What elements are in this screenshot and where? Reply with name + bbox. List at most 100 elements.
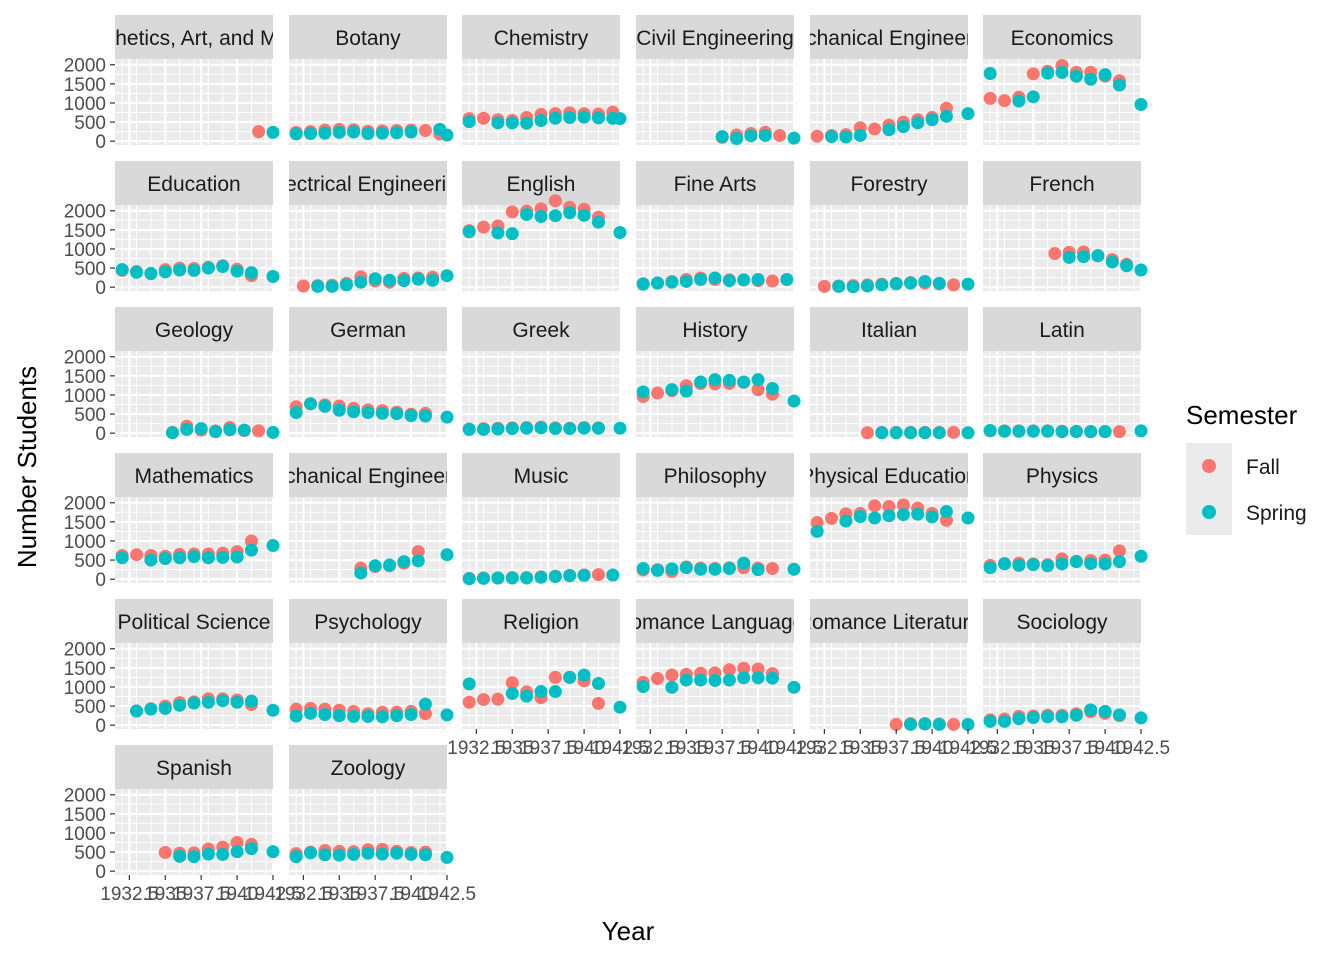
point-spring	[318, 848, 332, 862]
point-spring	[418, 697, 432, 711]
point-spring	[462, 115, 476, 129]
facet-strip	[636, 307, 794, 351]
point-spring	[694, 673, 708, 687]
point-fall	[825, 511, 839, 525]
point-spring	[462, 225, 476, 239]
point-spring	[591, 677, 605, 691]
x-tick-label: 1932.5	[621, 738, 679, 759]
point-spring	[1120, 259, 1134, 273]
point-spring	[961, 107, 975, 121]
point-spring	[744, 129, 758, 143]
y-tick-label: 2000	[64, 348, 106, 369]
point-fall	[548, 194, 562, 208]
y-tick-label: 1000	[64, 532, 106, 553]
point-spring	[1012, 424, 1026, 438]
facet-strip	[462, 15, 620, 59]
point-spring	[708, 562, 722, 576]
point-spring	[520, 421, 534, 435]
point-spring	[237, 423, 251, 437]
point-spring	[318, 126, 332, 140]
facet-panel: Forestry	[810, 161, 975, 294]
point-spring	[751, 373, 765, 387]
point-spring	[904, 426, 918, 440]
point-spring	[708, 673, 722, 687]
point-spring	[983, 714, 997, 728]
point-spring	[636, 680, 650, 694]
point-spring	[244, 543, 258, 557]
point-spring	[144, 266, 158, 280]
point-spring	[679, 384, 693, 398]
facet-panel: Chemistry	[462, 15, 627, 145]
point-spring	[397, 274, 411, 288]
point-spring	[144, 553, 158, 567]
facet-strip	[983, 307, 1141, 351]
facet-strip	[289, 15, 447, 59]
point-fall	[411, 545, 425, 559]
point-spring	[694, 562, 708, 576]
point-spring	[230, 264, 244, 278]
point-spring	[708, 373, 722, 387]
facet-panel: Zoology	[289, 745, 454, 875]
point-spring	[347, 405, 361, 419]
point-spring	[1084, 72, 1098, 86]
point-spring	[244, 266, 258, 280]
point-fall	[765, 274, 779, 288]
point-spring	[1055, 557, 1069, 571]
point-spring	[1069, 69, 1083, 83]
y-tick-label: 1000	[64, 824, 106, 845]
facet-strip	[289, 307, 447, 351]
y-tick-label: 0	[95, 132, 106, 153]
facet-strip	[289, 745, 447, 789]
facet-panel: Education	[115, 161, 280, 291]
point-spring	[404, 847, 418, 861]
point-spring	[1055, 710, 1069, 724]
point-fall	[868, 122, 882, 136]
point-spring	[839, 514, 853, 528]
point-spring	[1105, 255, 1119, 269]
facet-strip-label: Mathematics	[134, 465, 253, 488]
legend-label-spring: Spring	[1246, 502, 1307, 525]
point-spring	[354, 275, 368, 289]
facet-strip-label: Geology	[155, 319, 234, 342]
point-spring	[737, 671, 751, 685]
point-fall	[983, 91, 997, 105]
point-spring	[787, 131, 801, 145]
point-spring	[375, 847, 389, 861]
point-fall	[477, 693, 491, 707]
point-spring	[534, 209, 548, 223]
point-spring	[180, 422, 194, 436]
facet-panel: Romance Literature	[810, 599, 975, 731]
facet-panel: Botany	[289, 15, 454, 145]
point-spring	[860, 279, 874, 293]
point-spring	[563, 670, 577, 684]
y-tick-label: 500	[74, 697, 106, 718]
point-spring	[339, 278, 353, 292]
point-spring	[722, 274, 736, 288]
facet-panel: Romance Languages	[636, 599, 801, 729]
point-spring	[846, 280, 860, 294]
point-fall	[462, 695, 476, 709]
y-tick-label: 1500	[64, 513, 106, 534]
point-spring	[651, 563, 665, 577]
point-spring	[361, 709, 375, 723]
x-tick-label: 1940	[390, 884, 432, 905]
facet-strip	[636, 453, 794, 497]
point-spring	[787, 394, 801, 408]
point-spring	[187, 850, 201, 864]
point-spring	[375, 126, 389, 140]
point-spring	[636, 385, 650, 399]
point-spring	[896, 120, 910, 134]
point-spring	[158, 552, 172, 566]
y-tick-label: 1500	[64, 75, 106, 96]
point-spring	[505, 422, 519, 436]
facet-strip-label: Music	[514, 465, 569, 488]
point-spring	[613, 226, 627, 240]
facet-strip-label: Latin	[1039, 319, 1085, 342]
point-spring	[563, 569, 577, 583]
point-fall	[491, 692, 505, 706]
point-spring	[520, 571, 534, 585]
x-tick-label: 1935	[665, 738, 707, 759]
point-spring	[383, 273, 397, 287]
point-spring	[875, 426, 889, 440]
point-spring	[368, 559, 382, 573]
